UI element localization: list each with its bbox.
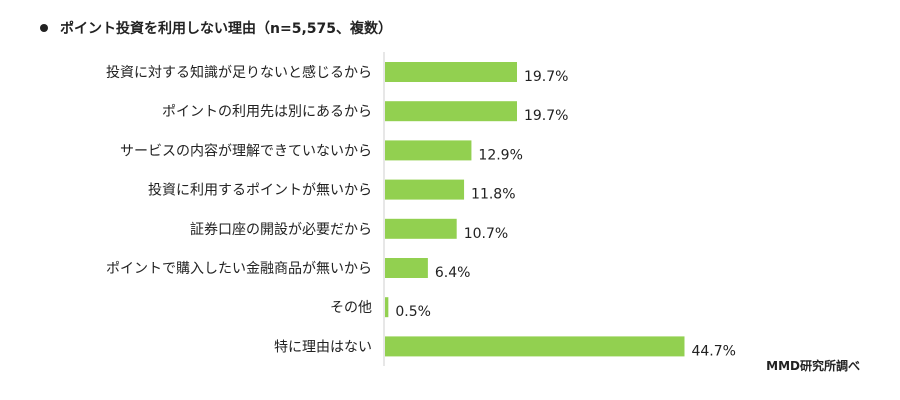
data-label: 44.7% xyxy=(691,343,735,359)
bar xyxy=(385,140,472,161)
bar xyxy=(385,336,685,357)
category-label: 投資に対する知識が足りないと感じるから xyxy=(106,64,372,81)
data-label: 6.4% xyxy=(435,265,471,281)
category-label: 特に理由はない xyxy=(274,339,372,355)
category-label: 投資に利用するポイントが無いから xyxy=(148,183,372,199)
bar xyxy=(385,101,517,122)
category-label: 証券口座の開設が必要だから xyxy=(190,222,372,238)
data-label: 10.7% xyxy=(464,226,508,242)
bar xyxy=(385,297,389,318)
data-label: 19.7% xyxy=(524,108,568,124)
bar xyxy=(385,62,517,82)
bar xyxy=(385,218,457,239)
data-label: 19.7% xyxy=(524,69,568,85)
data-label: 11.8% xyxy=(471,187,515,203)
category-label: サービスの内容が理解できていないから xyxy=(120,142,372,159)
data-label: 12.9% xyxy=(478,147,522,163)
category-label: ポイントで購入したい金融商品が無いから xyxy=(106,261,372,277)
source-credit: MMD研究所調べ xyxy=(766,359,860,373)
category-label: ポイントの利用先は別にあるから xyxy=(162,104,372,120)
chart-title-text: ポイント投資を利用しない理由（n=5,575、複数） xyxy=(60,21,392,37)
chart-title: ポイント投資を利用しない理由（n=5,575、複数） xyxy=(40,18,392,38)
bar xyxy=(385,258,428,278)
data-label: 0.5% xyxy=(395,304,431,320)
bar xyxy=(385,179,465,200)
bullet-icon xyxy=(40,24,48,32)
category-label: その他 xyxy=(330,300,372,316)
